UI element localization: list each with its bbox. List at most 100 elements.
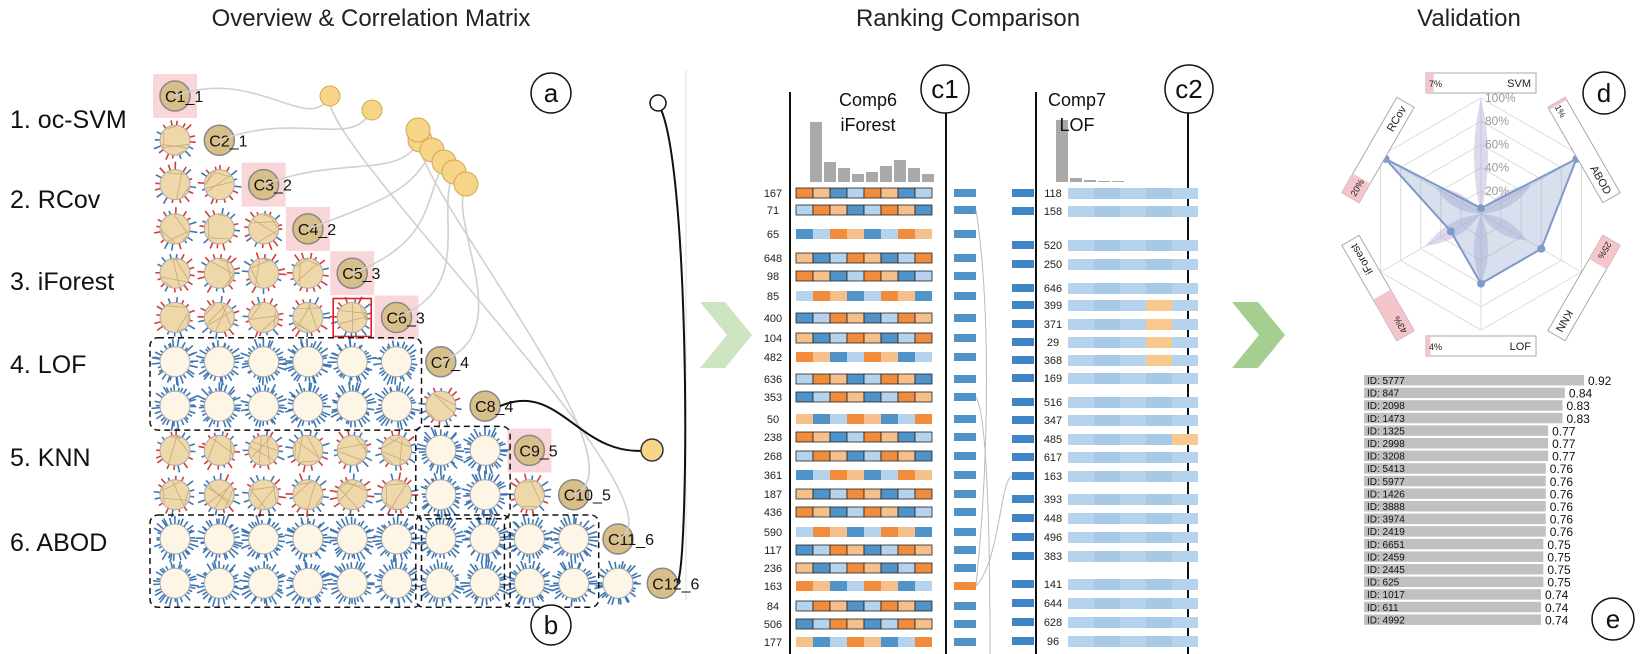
ranking-row-right[interactable] (1068, 551, 1198, 562)
ranking-row-right[interactable] (1068, 617, 1198, 628)
matrix-cell[interactable] (155, 428, 196, 473)
matrix-cell[interactable] (549, 558, 598, 607)
matrix-cell[interactable] (288, 297, 331, 338)
ranking-row-left[interactable] (796, 291, 932, 301)
matrix-cell[interactable] (197, 165, 242, 205)
ranking-row-right[interactable] (1068, 337, 1198, 348)
ranking-row-left[interactable] (795, 618, 933, 630)
matrix-cell[interactable] (198, 431, 240, 471)
ranking-row-left[interactable] (795, 252, 933, 264)
matrix-cell[interactable] (505, 560, 554, 607)
ranking-row-right[interactable] (1068, 319, 1198, 330)
matrix-cell[interactable] (463, 425, 510, 475)
matrix-cell[interactable] (197, 253, 241, 293)
matrix-cell[interactable] (417, 515, 466, 559)
matrix-cell[interactable] (283, 338, 333, 384)
score-row[interactable]: ID: 1473 0.83 (1364, 412, 1590, 426)
ranking-row-left[interactable] (795, 488, 933, 500)
matrix-cell[interactable] (329, 516, 376, 562)
ranking-row-left[interactable] (795, 373, 933, 385)
ranking-row-right[interactable] (1068, 598, 1198, 609)
ranking-row-left[interactable] (795, 270, 933, 282)
matrix-cell[interactable] (196, 560, 243, 607)
matrix-cell[interactable] (242, 474, 287, 517)
score-row[interactable]: ID: 2098 0.83 (1364, 399, 1590, 413)
matrix-cell[interactable] (152, 561, 199, 608)
matrix-cell[interactable] (375, 428, 417, 471)
score-row[interactable]: ID: 3888 0.76 (1364, 500, 1573, 514)
matrix-cell[interactable] (240, 338, 287, 386)
matrix-cell[interactable] (240, 383, 288, 428)
matrix-cell[interactable] (151, 338, 199, 387)
matrix-cell[interactable] (242, 429, 285, 470)
score-row[interactable]: ID: 5977 0.76 (1364, 475, 1573, 489)
matrix-cell[interactable] (155, 253, 195, 293)
ranking-row-right[interactable] (1068, 494, 1198, 505)
ranking-row-left[interactable] (795, 312, 933, 324)
matrix-cell[interactable] (285, 381, 331, 428)
score-row[interactable]: ID: 2998 0.77 (1364, 437, 1576, 451)
matrix-cell[interactable] (195, 515, 244, 562)
score-row[interactable]: ID: 3974 0.76 (1364, 513, 1573, 527)
matrix-cell[interactable] (419, 559, 465, 607)
matrix-cell[interactable] (372, 514, 421, 563)
matrix-cell[interactable] (550, 514, 599, 564)
matrix-cell[interactable] (239, 561, 286, 607)
matrix-cell[interactable] (327, 561, 375, 605)
projection-node[interactable] (453, 171, 479, 197)
matrix-cell[interactable] (461, 516, 510, 563)
ranking-row-right[interactable] (1068, 259, 1198, 270)
ranking-row-left[interactable] (796, 637, 932, 647)
ranking-row-left[interactable] (795, 506, 933, 518)
matrix-cell[interactable] (154, 296, 196, 338)
ranking-row-right[interactable] (1068, 397, 1198, 408)
matrix-cell[interactable] (329, 473, 375, 514)
ranking-row-right[interactable] (1068, 206, 1198, 217)
matrix-cell[interactable] (416, 427, 465, 476)
score-row[interactable]: ID: 3208 0.77 (1364, 450, 1576, 464)
matrix-cell[interactable] (461, 470, 508, 518)
matrix-cell[interactable] (594, 560, 642, 605)
matrix-cell[interactable] (286, 559, 333, 606)
projection-node-selected[interactable] (640, 438, 664, 462)
ranking-row-left[interactable] (795, 187, 933, 199)
matrix-cell[interactable] (197, 296, 240, 340)
score-row[interactable]: ID: 1426 0.76 (1364, 487, 1573, 501)
matrix-cell[interactable] (285, 430, 330, 473)
projection-node[interactable] (319, 85, 341, 107)
score-row[interactable]: ID: 2419 0.76 (1364, 525, 1573, 539)
matrix-cell[interactable] (153, 120, 196, 160)
ranking-row-right[interactable] (1068, 188, 1198, 199)
ranking-row-right[interactable] (1068, 373, 1198, 384)
ranking-row-right[interactable] (1068, 636, 1198, 647)
score-row[interactable]: ID: 5413 0.76 (1364, 462, 1573, 476)
score-row[interactable]: ID: 847 0.84 (1364, 387, 1593, 401)
ranking-row-left[interactable] (796, 470, 932, 480)
ranking-row-right[interactable] (1068, 240, 1198, 251)
matrix-cell[interactable] (374, 472, 419, 515)
score-row[interactable]: ID: 6651 0.75 (1364, 538, 1571, 552)
matrix-cell[interactable] (504, 515, 554, 564)
matrix-cell[interactable] (418, 387, 462, 428)
ranking-row-right[interactable] (1068, 300, 1198, 311)
component-node[interactable] (513, 434, 546, 467)
matrix-cell[interactable] (330, 381, 377, 428)
ranking-row-right[interactable] (1068, 355, 1198, 366)
matrix-cell[interactable] (196, 382, 242, 428)
ranking-row-left[interactable] (796, 414, 932, 424)
matrix-cell[interactable] (374, 558, 421, 608)
ranking-row-right[interactable] (1068, 532, 1198, 543)
ranking-row-left[interactable] (796, 527, 932, 537)
ranking-row-right[interactable] (1068, 283, 1198, 294)
ranking-row-left[interactable] (795, 204, 933, 216)
matrix-cell[interactable] (153, 515, 199, 563)
matrix-cell[interactable] (373, 340, 418, 385)
ranking-row-left[interactable] (795, 332, 933, 344)
matrix-cell[interactable] (197, 473, 241, 516)
ranking-row-left[interactable] (795, 562, 933, 574)
